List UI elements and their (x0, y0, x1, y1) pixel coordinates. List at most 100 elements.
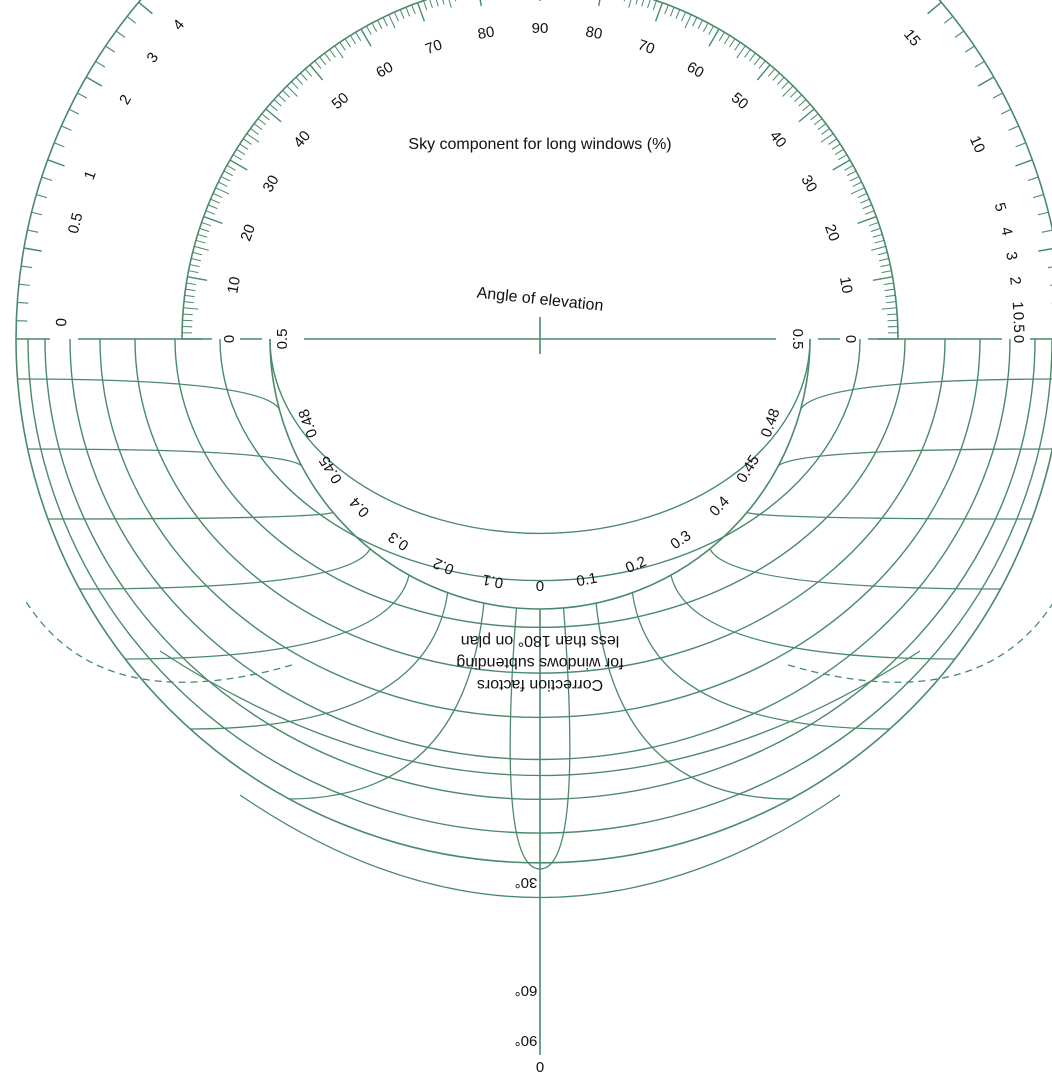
elevation-tick (860, 198, 870, 204)
elevation-tick (197, 233, 208, 238)
elevation-tick (246, 133, 260, 143)
correction-left-label: 0.2 (431, 554, 457, 578)
correction-fan-curve (746, 511, 1033, 520)
outer-tick (964, 45, 975, 53)
correction-fan-curve (800, 378, 1052, 410)
elevation-tick (883, 282, 894, 286)
outer-tick (1015, 159, 1033, 167)
elevation-tick (802, 103, 811, 112)
outer-tick (974, 60, 985, 68)
correction-left-label: 0.48 (295, 407, 321, 440)
elevation-tick (849, 176, 860, 182)
elevation-tick (828, 138, 838, 145)
elevation-tick (324, 52, 331, 62)
correction-fan-curve (289, 603, 485, 800)
elevation-tick (371, 22, 378, 32)
outer-tick (47, 159, 65, 167)
elevation-tick (886, 301, 897, 304)
elevation-ticks (182, 0, 898, 340)
elevation-tick (734, 41, 741, 51)
elevation-tick (872, 233, 883, 238)
elevation-tick (194, 245, 209, 251)
outer-right-label: 0 (1010, 335, 1027, 343)
elevation-right-label: 20 (821, 222, 843, 243)
elevation-tick (852, 181, 862, 187)
elevation-tick (277, 94, 286, 103)
elevation-tick (635, 0, 638, 5)
elevation-tick (884, 288, 895, 292)
elevation-tick (692, 17, 698, 27)
outer-tick (1047, 266, 1052, 269)
elevation-right-label: 10 (836, 275, 856, 294)
elevation-right-label: 50 (728, 89, 752, 113)
elevation-tick (189, 264, 200, 268)
lower-contour-arc (219, 338, 861, 582)
elevation-tick (756, 64, 771, 81)
correction-fan-curve (190, 592, 449, 730)
elevation-right-label: 40 (766, 128, 790, 152)
elevation-tick (669, 6, 675, 17)
elevation-tick (242, 138, 252, 145)
elevation-tick (435, 0, 439, 7)
elevation-tick (652, 0, 658, 11)
elevation-tick (265, 108, 282, 123)
elevation-tick (229, 159, 248, 171)
correction-center-label: 0 (536, 577, 544, 594)
outer-scale-arc (15, 0, 1052, 340)
outer-tick (85, 76, 103, 87)
elevation-right-label: 60 (684, 59, 707, 82)
elevation-tick (880, 264, 891, 268)
elevation-right-label: 30 (797, 172, 820, 195)
elevation-tick (872, 276, 893, 281)
elevation-tick (253, 123, 263, 130)
elevation-tick (215, 187, 230, 195)
elevation-tick (355, 31, 362, 41)
elevation-tick (388, 14, 396, 29)
outer-left-label: 1 (81, 169, 100, 183)
outer-tick (1000, 108, 1012, 115)
elevation-tick (868, 221, 879, 227)
correction-fan-curve (17, 378, 280, 410)
outer-left-label: 4 (170, 16, 188, 33)
scale-labels: 00.5123451020253030.73025201510543210.50… (53, 16, 1027, 1076)
outer-tick (61, 125, 72, 131)
elevation-tick (821, 128, 830, 135)
outer-left-label: 2 (116, 92, 135, 108)
correction-right-label: 0.2 (623, 553, 649, 577)
outer-tick (115, 30, 126, 38)
elevation-tick (416, 2, 426, 22)
elevation-tick (798, 99, 807, 107)
elevation-tick (844, 165, 854, 171)
lower-contour-arc (269, 338, 811, 535)
elevation-tick (628, 0, 632, 8)
elevation-tick (664, 4, 669, 15)
elevation-left-label: 0 (221, 335, 238, 343)
vertical-angle-arc (159, 650, 921, 777)
elevation-tick (782, 85, 794, 97)
elevation-tick (226, 165, 236, 171)
elevation-tick (344, 38, 351, 48)
elevation-tick (697, 19, 703, 30)
elevation-tick (831, 143, 841, 150)
elevation-tick (282, 89, 291, 98)
outer-left-label: 0.5 (65, 211, 87, 235)
elevation-tick (304, 68, 313, 77)
sky-component-ticks (16, 1, 1052, 322)
elevation-tick (654, 2, 664, 22)
elevation-tick (871, 245, 886, 251)
elevation-left-label: 90 (532, 20, 549, 37)
elevation-tick (393, 11, 399, 22)
elevation-tick (273, 99, 282, 107)
correction-right-label: 0.1 (575, 570, 599, 591)
elevation-tick (878, 257, 889, 262)
elevation-tick (817, 123, 827, 130)
elevation-tick (744, 49, 751, 58)
elevation-tick (223, 170, 233, 177)
elevation-tick (377, 19, 383, 30)
correction-fan-curve (631, 592, 890, 730)
elevation-right-label: 80 (584, 23, 603, 43)
elevation-tick (877, 251, 888, 256)
elevation-tick (798, 108, 815, 123)
elevation-tick (736, 45, 746, 59)
